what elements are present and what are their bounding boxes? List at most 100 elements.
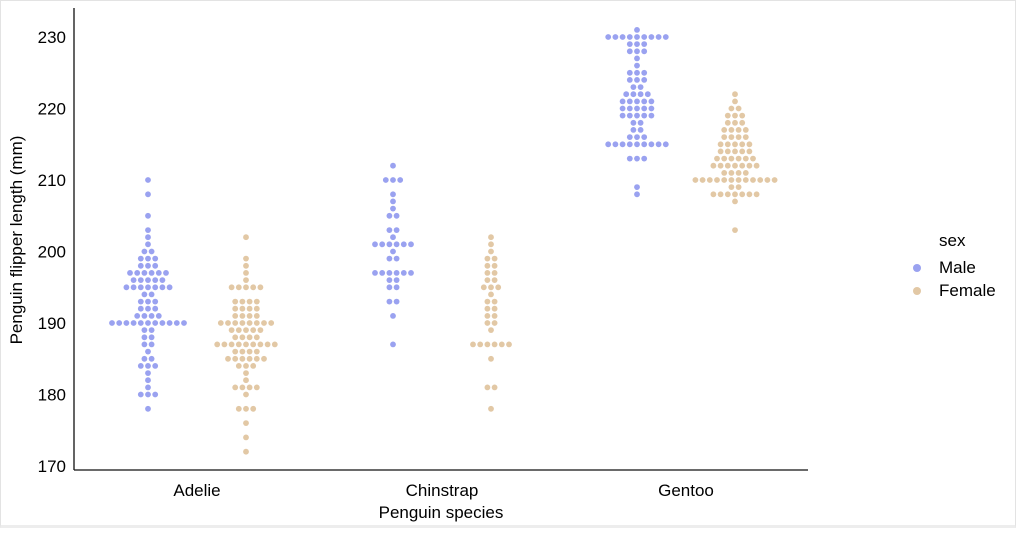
data-point-male-gentoo xyxy=(626,34,633,40)
data-point-male-chinstrap xyxy=(386,277,393,283)
data-point-female-gentoo xyxy=(732,227,738,234)
data-point-female-chinstrap xyxy=(470,341,476,348)
data-point-female-adelie xyxy=(239,334,246,341)
data-point-male-chinstrap xyxy=(390,198,396,205)
data-point-female-adelie xyxy=(243,341,249,348)
data-point-male-gentoo xyxy=(619,105,626,112)
data-point-male-gentoo xyxy=(641,69,648,76)
data-point-male-gentoo xyxy=(626,48,633,55)
data-point-female-gentoo xyxy=(721,170,728,176)
data-point-male-gentoo xyxy=(644,91,651,98)
data-point-male-gentoo xyxy=(648,112,655,119)
data-point-male-gentoo xyxy=(619,34,626,40)
data-point-male-chinstrap xyxy=(390,205,396,212)
data-point-female-gentoo xyxy=(739,141,746,148)
data-point-female-adelie xyxy=(235,405,242,412)
data-point-male-gentoo xyxy=(634,34,640,40)
data-point-female-adelie xyxy=(250,327,257,333)
data-point-female-adelie xyxy=(235,284,242,291)
data-point-female-gentoo xyxy=(721,126,728,133)
data-point-female-gentoo xyxy=(728,105,735,112)
data-point-female-gentoo xyxy=(732,141,738,148)
data-point-male-chinstrap xyxy=(379,241,386,248)
data-point-female-adelie xyxy=(232,320,239,326)
data-point-male-chinstrap xyxy=(372,241,378,248)
data-point-female-adelie xyxy=(271,341,278,348)
data-point-female-adelie xyxy=(214,341,221,348)
data-point-female-chinstrap xyxy=(491,298,498,305)
data-point-male-adelie xyxy=(137,277,144,283)
data-point-female-gentoo xyxy=(746,141,753,148)
data-point-male-adelie xyxy=(148,327,155,333)
data-point-female-adelie xyxy=(253,334,260,341)
data-point-female-adelie xyxy=(239,320,246,326)
y-tick-label: 180 xyxy=(38,386,66,405)
data-point-female-gentoo xyxy=(746,148,753,155)
data-point-male-chinstrap xyxy=(408,270,414,276)
data-point-male-gentoo xyxy=(634,155,640,162)
data-point-male-adelie xyxy=(155,313,162,319)
data-point-male-adelie xyxy=(145,227,151,234)
data-point-female-adelie xyxy=(257,327,264,333)
data-point-female-chinstrap xyxy=(491,341,498,348)
data-point-female-chinstrap xyxy=(477,341,484,348)
data-point-male-adelie xyxy=(148,334,155,341)
data-point-male-adelie xyxy=(148,248,155,255)
data-point-male-adelie xyxy=(159,284,166,291)
data-point-male-gentoo xyxy=(619,112,626,119)
data-point-female-gentoo xyxy=(728,177,735,183)
data-point-female-chinstrap xyxy=(498,341,505,348)
data-point-female-gentoo xyxy=(735,155,742,162)
data-point-female-gentoo xyxy=(739,112,746,119)
data-point-female-gentoo xyxy=(728,184,735,191)
data-point-male-adelie xyxy=(123,284,130,291)
data-point-male-gentoo xyxy=(630,84,637,90)
y-axis-label: Penguin flipper length (mm) xyxy=(7,136,26,345)
data-point-male-adelie xyxy=(148,341,155,348)
data-point-male-chinstrap xyxy=(400,241,407,248)
data-point-female-chinstrap xyxy=(491,313,498,319)
data-point-male-chinstrap xyxy=(390,234,396,241)
data-point-male-adelie xyxy=(141,355,148,362)
data-point-male-gentoo xyxy=(634,191,640,198)
points-layer xyxy=(109,27,778,455)
data-point-male-adelie xyxy=(148,313,155,319)
y-tick-label: 230 xyxy=(38,28,66,47)
data-point-male-chinstrap xyxy=(386,227,393,234)
data-point-female-adelie xyxy=(239,348,246,355)
data-point-female-adelie xyxy=(246,334,253,341)
data-point-male-chinstrap xyxy=(382,177,389,183)
data-point-female-chinstrap xyxy=(488,284,494,291)
data-point-female-adelie xyxy=(232,305,239,312)
data-point-female-gentoo xyxy=(732,91,738,98)
data-point-male-gentoo xyxy=(634,77,640,83)
data-point-female-gentoo xyxy=(746,191,753,198)
data-point-female-adelie xyxy=(239,313,246,319)
data-point-female-adelie xyxy=(243,284,249,291)
data-point-female-adelie xyxy=(243,363,249,369)
data-point-female-adelie xyxy=(228,341,235,348)
data-point-female-adelie xyxy=(253,313,260,319)
data-point-male-gentoo xyxy=(637,91,644,98)
data-point-female-adelie xyxy=(250,363,257,369)
data-point-female-chinstrap xyxy=(480,284,487,291)
data-point-male-gentoo xyxy=(641,134,648,141)
data-point-male-gentoo xyxy=(619,141,626,148)
data-point-male-gentoo xyxy=(641,41,648,47)
data-point-female-adelie xyxy=(250,341,257,348)
data-point-male-adelie xyxy=(145,377,151,384)
data-point-female-gentoo xyxy=(710,191,717,198)
legend-label-male: Male xyxy=(939,258,976,277)
data-point-male-gentoo xyxy=(648,105,655,112)
y-tick-label: 190 xyxy=(38,314,66,333)
data-point-female-chinstrap xyxy=(488,248,494,255)
data-point-male-gentoo xyxy=(626,112,633,119)
data-point-female-adelie xyxy=(243,262,249,269)
data-point-female-chinstrap xyxy=(488,405,494,412)
data-point-female-adelie xyxy=(217,320,224,326)
data-point-female-gentoo xyxy=(732,191,738,198)
data-point-female-gentoo xyxy=(732,112,738,119)
data-point-male-adelie xyxy=(166,284,173,291)
data-point-male-chinstrap xyxy=(408,241,414,248)
